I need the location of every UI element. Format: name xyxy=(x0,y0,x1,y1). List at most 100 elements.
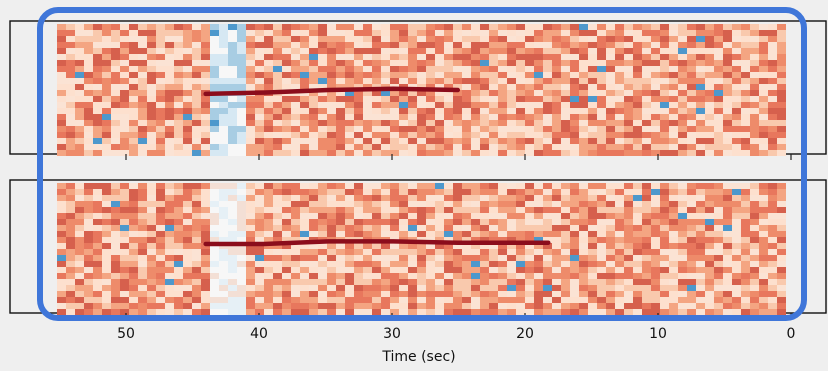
heatmap-cell xyxy=(174,138,183,144)
heatmap-cell xyxy=(525,231,534,237)
heatmap-cell xyxy=(102,249,111,255)
heatmap-cell xyxy=(759,285,768,291)
heatmap-cell xyxy=(309,138,318,144)
heatmap-cell xyxy=(336,285,345,291)
heatmap-cell xyxy=(570,297,579,303)
heatmap-cell xyxy=(687,120,696,126)
heatmap-cell xyxy=(102,255,111,261)
heatmap-cell xyxy=(570,279,579,285)
heatmap-cell xyxy=(120,225,129,231)
heatmap-cell xyxy=(777,114,786,120)
heatmap-cell xyxy=(714,144,723,150)
heatmap-cell xyxy=(417,255,426,261)
heatmap-cell xyxy=(309,72,318,78)
heatmap-cell xyxy=(93,207,102,213)
heatmap-cell xyxy=(273,120,282,126)
heatmap-cell xyxy=(174,285,183,291)
heatmap-cell xyxy=(300,237,309,243)
heatmap-cell xyxy=(561,126,570,132)
heatmap-cell xyxy=(174,207,183,213)
heatmap-cell xyxy=(696,144,705,150)
heatmap-cell xyxy=(642,201,651,207)
heatmap-cell xyxy=(597,267,606,273)
heatmap-cell xyxy=(174,243,183,249)
heatmap-cell xyxy=(174,231,183,237)
heatmap-cell xyxy=(174,84,183,90)
heatmap-cell xyxy=(732,102,741,108)
heatmap-cell xyxy=(399,303,408,309)
heatmap-cell xyxy=(363,183,372,189)
heatmap-cell xyxy=(102,201,111,207)
heatmap-cell xyxy=(777,219,786,225)
heatmap-cell xyxy=(489,207,498,213)
heatmap-cell xyxy=(444,90,453,96)
heatmap-cell xyxy=(462,36,471,42)
heatmap-cell xyxy=(129,237,138,243)
heatmap-cell xyxy=(408,207,417,213)
heatmap-cell xyxy=(93,96,102,102)
heatmap-cell xyxy=(705,126,714,132)
heatmap-cell xyxy=(102,78,111,84)
heatmap-cell xyxy=(66,273,75,279)
heatmap-cell xyxy=(156,201,165,207)
heatmap-cell xyxy=(372,138,381,144)
heatmap-cell xyxy=(714,24,723,30)
heatmap-cell xyxy=(462,285,471,291)
heatmap-cell xyxy=(408,72,417,78)
heatmap-cell xyxy=(678,249,687,255)
heatmap-cell xyxy=(444,207,453,213)
heatmap-cell xyxy=(741,249,750,255)
heatmap-cell xyxy=(255,285,264,291)
heatmap-cell xyxy=(165,120,174,126)
heatmap-cell xyxy=(66,189,75,195)
heatmap-cell xyxy=(345,114,354,120)
heatmap-cell xyxy=(516,36,525,42)
heatmap-cell xyxy=(471,66,480,72)
heatmap-cell xyxy=(417,72,426,78)
heatmap-cell xyxy=(453,249,462,255)
heatmap-cell xyxy=(111,201,120,207)
heatmap-cell xyxy=(678,261,687,267)
heatmap-cell xyxy=(138,261,147,267)
heatmap-cell xyxy=(219,120,228,126)
heatmap-cell xyxy=(507,120,516,126)
heatmap-cell xyxy=(579,279,588,285)
heatmap-cell xyxy=(336,132,345,138)
heatmap-cell xyxy=(606,54,615,60)
heatmap-cell xyxy=(534,120,543,126)
heatmap-cell xyxy=(408,144,417,150)
heatmap-cell xyxy=(318,42,327,48)
heatmap-cell xyxy=(210,66,219,72)
heatmap-cell xyxy=(453,297,462,303)
heatmap-cell xyxy=(327,144,336,150)
heatmap-cell xyxy=(345,36,354,42)
heatmap-cell xyxy=(102,279,111,285)
heatmap-cell xyxy=(624,54,633,60)
heatmap-cell xyxy=(120,78,129,84)
heatmap-cell xyxy=(489,219,498,225)
heatmap-cell xyxy=(318,24,327,30)
heatmap-cell xyxy=(462,261,471,267)
heatmap-cell xyxy=(345,189,354,195)
heatmap-cell xyxy=(363,285,372,291)
heatmap-cell xyxy=(705,120,714,126)
heatmap-cell xyxy=(291,126,300,132)
heatmap-cell xyxy=(66,297,75,303)
heatmap-cell xyxy=(633,303,642,309)
heatmap-cell xyxy=(165,66,174,72)
heatmap-cell xyxy=(444,78,453,84)
heatmap-cell xyxy=(723,201,732,207)
heatmap-cell xyxy=(291,195,300,201)
heatmap-cell xyxy=(543,48,552,54)
heatmap-cell xyxy=(201,183,210,189)
heatmap-cell xyxy=(579,273,588,279)
heatmap-cell xyxy=(570,138,579,144)
heatmap-cell xyxy=(228,126,237,132)
heatmap-cell xyxy=(183,243,192,249)
heatmap-cell xyxy=(660,126,669,132)
heatmap-cell xyxy=(255,108,264,114)
heatmap-cell xyxy=(507,24,516,30)
heatmap-cell xyxy=(399,291,408,297)
heatmap-cell xyxy=(192,225,201,231)
heatmap-cell xyxy=(57,231,66,237)
